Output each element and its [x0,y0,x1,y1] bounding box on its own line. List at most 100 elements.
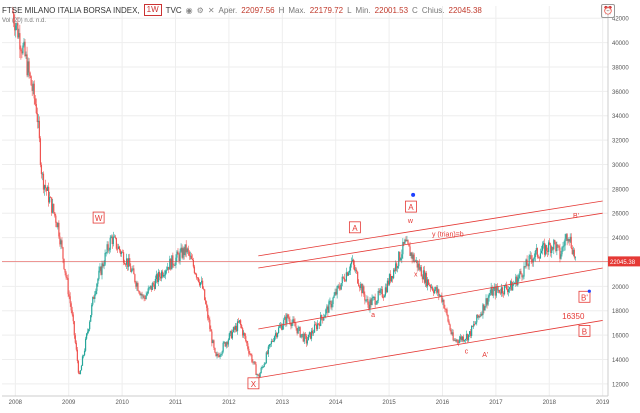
candle-body [89,321,91,330]
candle-body [100,266,102,275]
candle-body [188,251,190,256]
candle-body [573,249,575,258]
candle-body [224,342,226,347]
candle-body [125,264,127,266]
candle-body [488,295,490,298]
candle-body [81,356,84,366]
candle-body [525,259,527,267]
candle-body [52,203,54,213]
candle-body [267,346,269,354]
x-tick-label: 2016 [436,400,450,406]
candle-body [434,289,436,294]
candle-body [104,252,106,265]
candle-body [41,173,44,175]
candle-body [197,277,200,282]
timeframe-badge[interactable]: 1W [143,4,162,16]
candle-body [227,339,229,345]
candle-body [166,269,168,271]
candle-body [221,351,223,355]
candle-body [218,355,220,358]
candle-body [203,288,205,290]
candle-body [167,266,169,270]
candle-body [173,264,175,266]
candle-body [198,281,201,286]
candle-body [476,314,478,323]
candle-body [447,315,449,322]
candle-body [560,254,562,259]
candle-body [501,287,504,294]
eye-icon[interactable]: ◉ [185,5,193,15]
candle-body [137,283,139,291]
candle-body [225,342,227,347]
candle-body [314,324,317,326]
candle-body [443,299,445,309]
candle-body [64,268,66,273]
candle-body [311,330,314,334]
candle-body [189,255,191,257]
candle-body [295,326,297,329]
candle-body [393,269,395,279]
candle-body [199,282,202,286]
candle-body [284,316,286,320]
candle-body [214,347,216,353]
wave-W-label: W [95,214,103,223]
candle-body [211,331,213,344]
candle-body [522,276,524,278]
candle-body [378,290,380,293]
candle-body [82,355,85,357]
candle-body [547,250,549,252]
close-icon[interactable]: ✕ [207,5,215,15]
candle-body [554,240,556,242]
alarm-icon[interactable]: ⏰ [601,4,615,18]
candle-body [156,274,159,282]
candle-body [273,336,276,342]
candle-body [400,258,402,261]
candle-body [118,246,121,251]
candle-body [178,254,180,261]
candle-body [132,268,134,271]
candle-body [152,283,154,285]
candle-body [550,244,552,253]
candle-body [80,365,83,371]
candle-body [433,290,435,294]
candle-body [243,332,245,336]
candle-body [114,236,116,238]
candle-body [17,23,19,38]
candle-body [389,274,392,282]
y-tick-label: 12000 [612,382,629,388]
candle-body [286,314,288,324]
candle-body [558,245,560,248]
candle-body [48,186,50,203]
candle-body [229,330,231,334]
y-tick-label: 42000 [612,17,629,23]
candle-body [408,243,410,247]
settings-icon[interactable]: ⚙ [196,5,204,15]
wave-B-box-label-box [578,325,591,337]
candle-body [143,295,145,299]
candle-body [367,299,369,305]
volume-indicator[interactable]: Vol (20) n.d. n.d. [2,18,47,24]
candle-body [338,285,340,289]
candle-body [519,271,521,276]
candle-body [353,264,356,271]
candle-body [351,259,354,262]
candle-body [148,287,150,289]
candle-body [44,185,47,188]
candle-body [466,334,469,341]
candle-body [23,41,25,46]
candle-body [303,333,305,342]
candle-body [330,301,332,308]
candle-body [383,295,385,298]
candle-body [140,293,142,296]
candle-body [356,269,358,272]
candle-body [472,325,474,327]
candle-body [54,212,56,216]
candle-body [415,260,417,262]
x-tick-label: 2010 [115,400,129,406]
candle-body [345,272,347,281]
candle-body [146,293,148,296]
candle-body [333,295,335,298]
symbol-name[interactable]: FTSE MILANO ITALIA BORSA INDEX, [2,5,140,15]
